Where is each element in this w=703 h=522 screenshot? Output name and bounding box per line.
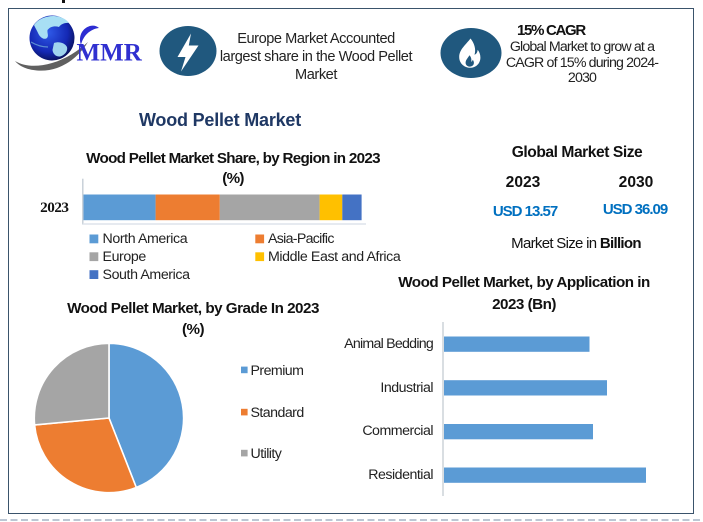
svg-text:MMR: MMR <box>77 40 143 67</box>
